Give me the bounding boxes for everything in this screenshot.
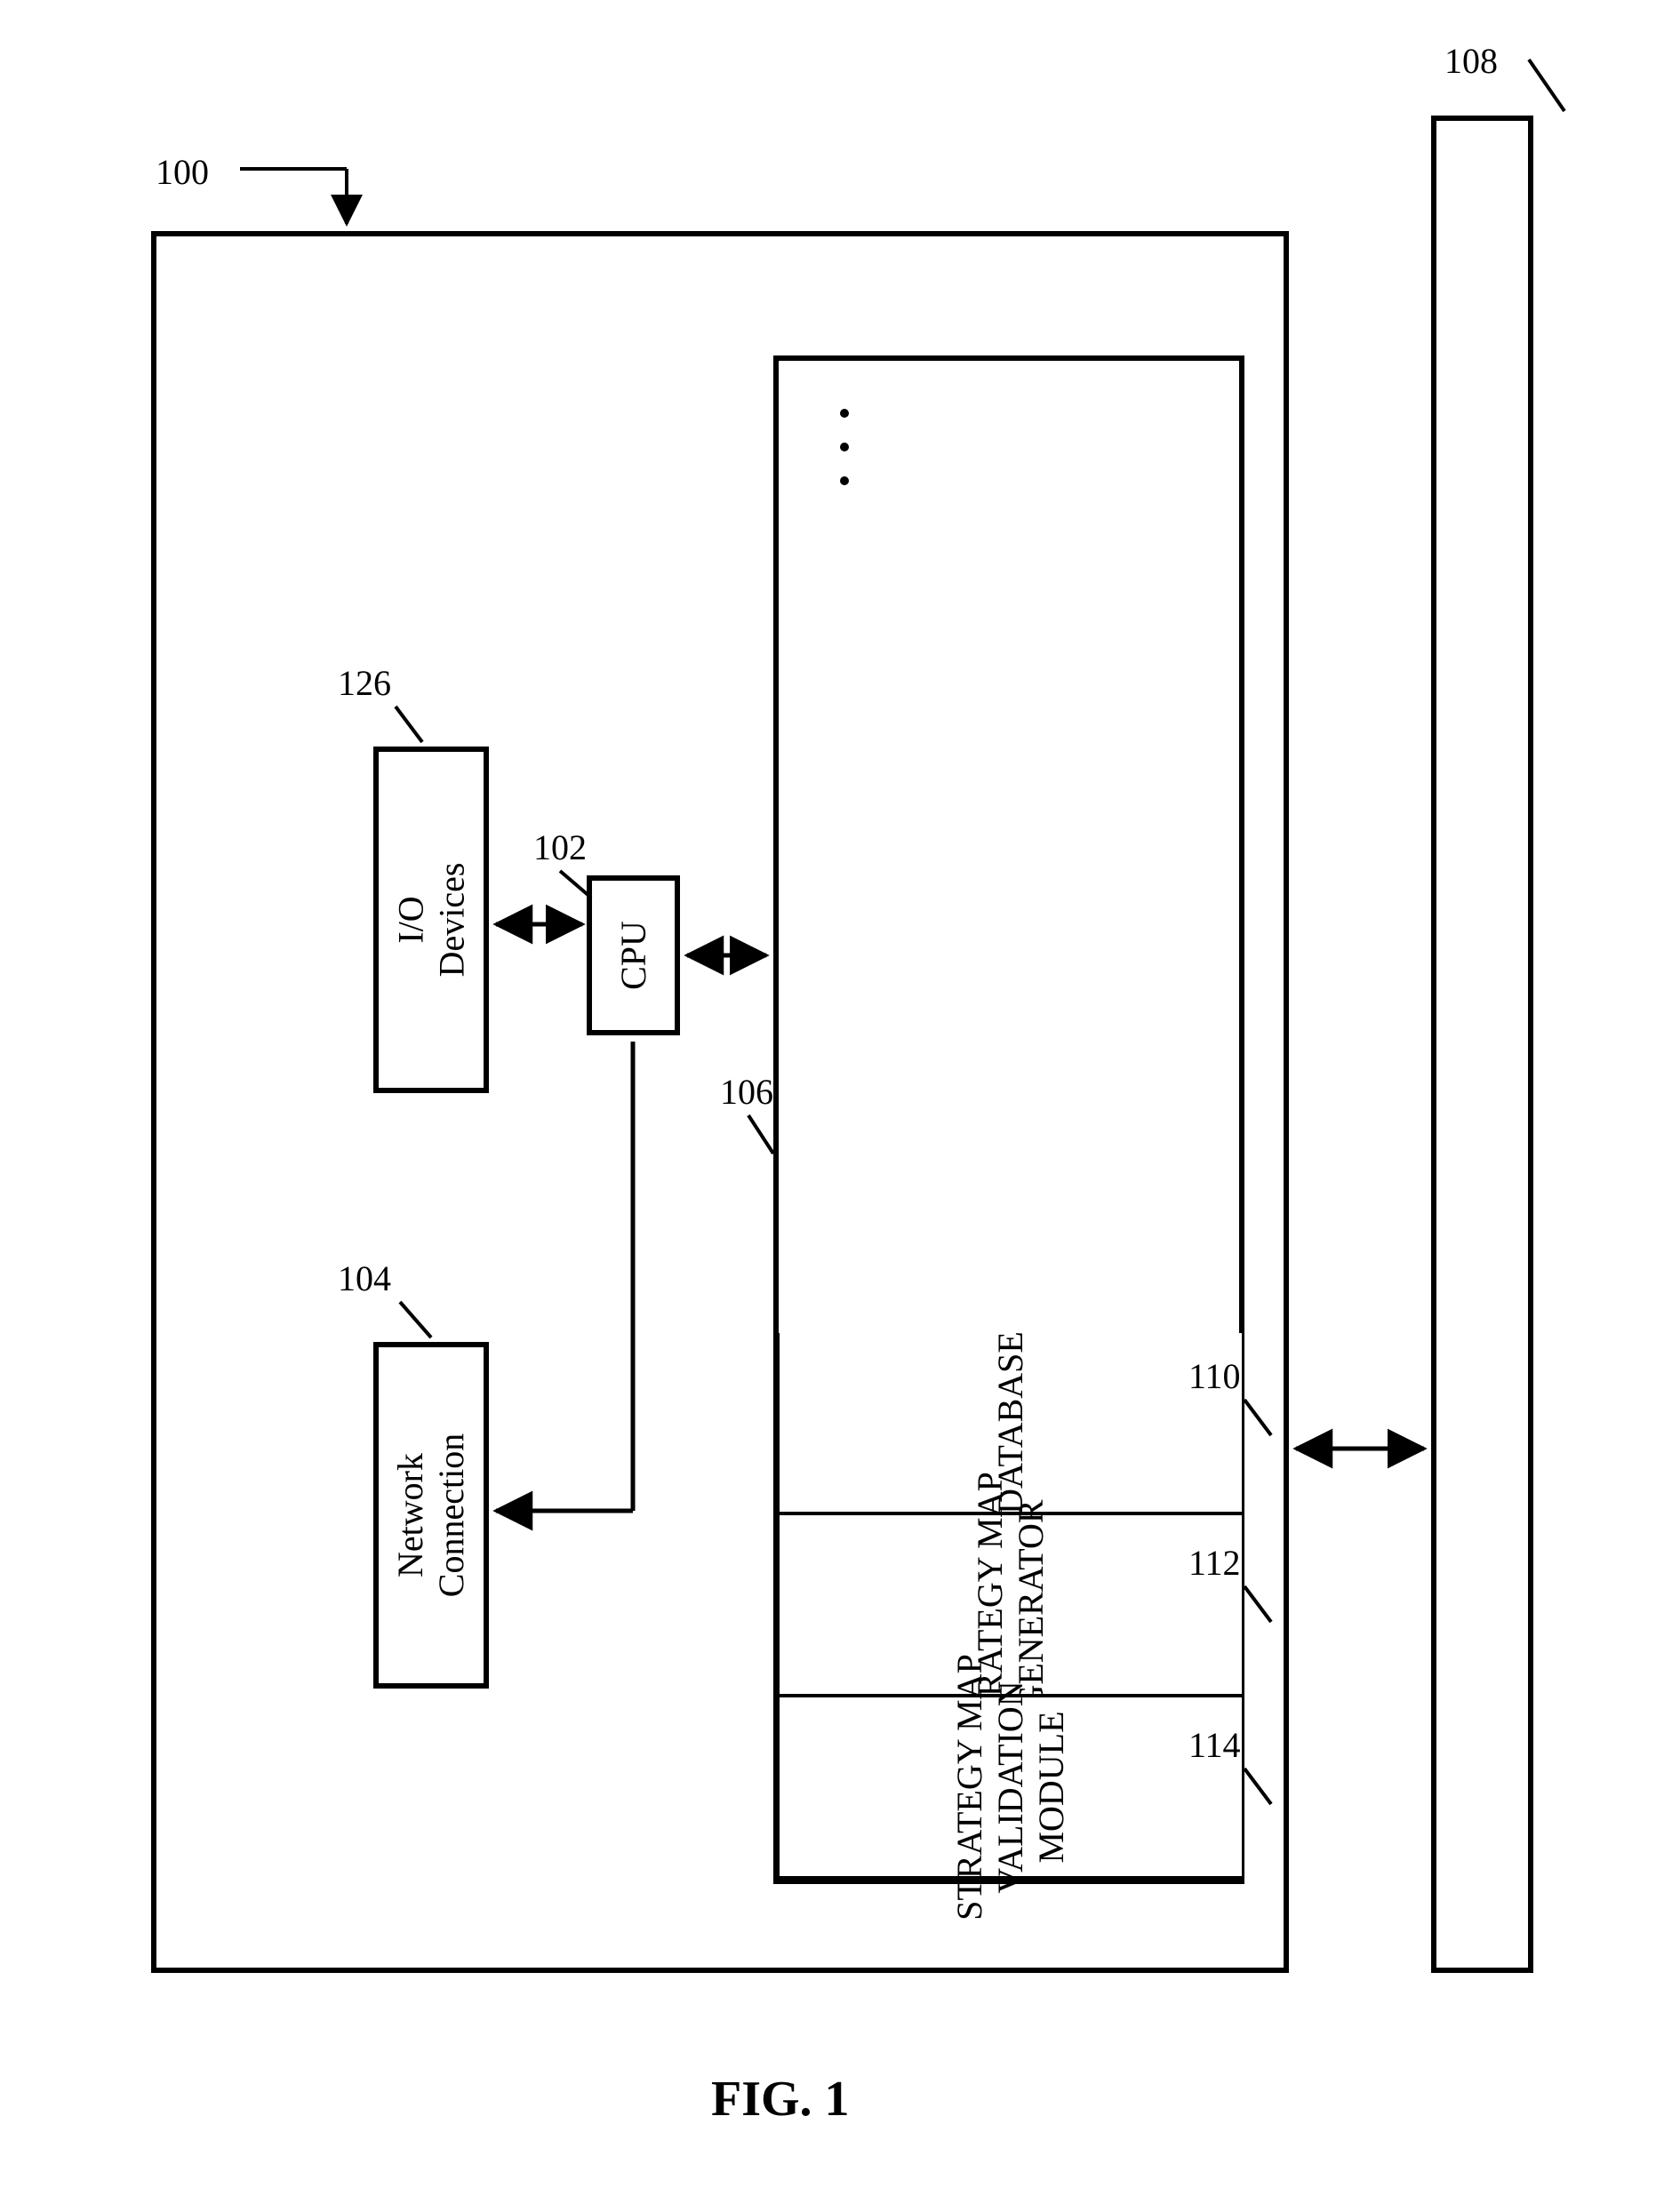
io-devices-box: I/O Devices (373, 747, 489, 1093)
external-box (1431, 116, 1533, 1973)
callout-108: 108 (1444, 40, 1498, 82)
callout-100: 100 (156, 151, 209, 193)
dot (840, 443, 849, 451)
cpu-label: CPU (613, 921, 654, 990)
dot (840, 476, 849, 485)
validation-label: STRATEGY MAP VALIDATION MODULE (949, 1556, 1072, 2018)
callout-112: 112 (1188, 1542, 1241, 1584)
callout-126: 126 (338, 662, 391, 704)
dot (840, 409, 849, 418)
callout-114: 114 (1188, 1724, 1241, 1766)
network-connection-label: Network Connection (390, 1433, 472, 1597)
validation-box: STRATEGY MAP VALIDATION MODULE (776, 1697, 1242, 1880)
io-devices-label: I/O Devices (390, 863, 472, 978)
figure-1: I/O Devices Network Connection CPU DATAB… (0, 0, 1664, 2212)
callout-102: 102 (533, 827, 587, 868)
callout-110: 110 (1188, 1355, 1241, 1397)
network-connection-box: Network Connection (373, 1342, 489, 1689)
callout-104: 104 (338, 1258, 391, 1299)
continuation-dots (840, 409, 849, 485)
figure-caption: FIG. 1 (711, 2071, 850, 2128)
cpu-box: CPU (587, 875, 680, 1035)
callout-106: 106 (720, 1071, 773, 1113)
